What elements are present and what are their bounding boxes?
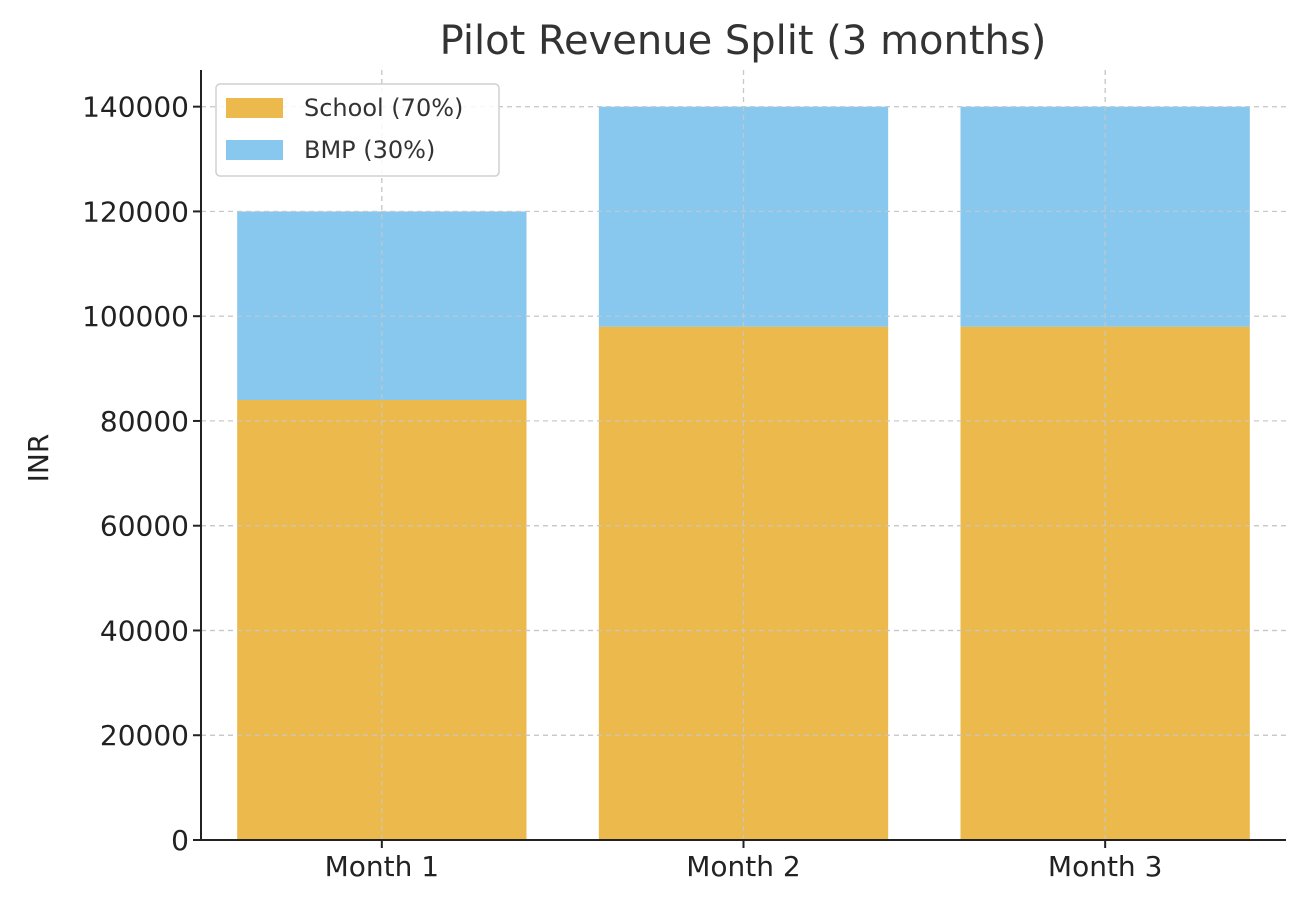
y-tick-label: 60000 [100,510,189,543]
y-tick-label: 0 [171,824,189,857]
legend-box [215,83,500,177]
y-tick-label: 140000 [82,91,189,124]
legend: School (70%) BMP (30%) [215,83,500,177]
x-tick-label: Month 1 [325,850,439,883]
legend-swatch-school [226,98,283,118]
x-tick-label: Month 3 [1048,850,1162,883]
chart-title: Pilot Revenue Split (3 months) [440,18,1047,64]
legend-label-bmp: BMP (30%) [304,136,435,164]
y-tick-label: 40000 [100,614,189,647]
y-tick-label: 120000 [82,195,189,228]
y-tick-label: 20000 [100,719,189,752]
axes: 0 20000 40000 60000 80000 100000 120000 140000 M… [82,70,1286,883]
y-tick-label: 80000 [100,405,189,438]
bars [201,70,1286,841]
legend-label-school: School (70%) [304,94,463,122]
x-tick-label: Month 2 [686,850,800,883]
y-tick-label: 100000 [82,300,189,333]
legend-swatch-bmp [226,140,283,160]
y-axis-label: INR [22,434,55,483]
